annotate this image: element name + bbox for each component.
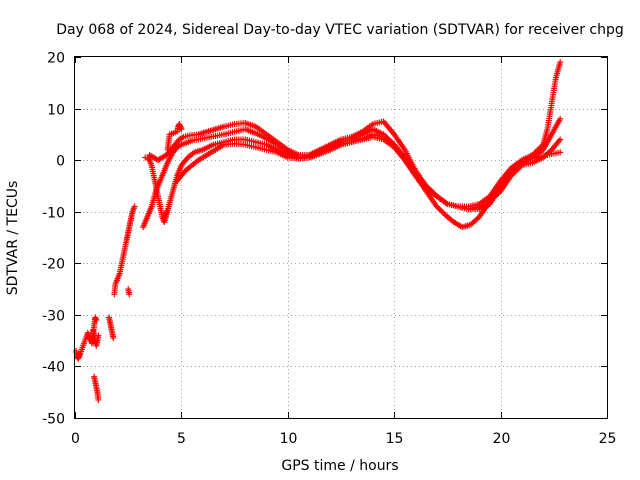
plot-frame: [74, 56, 608, 419]
series-arc-rise: [106, 203, 138, 342]
x-tick-label: 20: [493, 431, 511, 447]
data-point: [557, 59, 564, 66]
y-tick-label: -10: [42, 206, 65, 222]
series-arc-spikes: [125, 121, 185, 298]
x-tick-label: 25: [599, 431, 617, 447]
series-arc-early: [73, 314, 102, 403]
data-point: [131, 203, 138, 210]
y-tick-label: 10: [47, 103, 65, 119]
x-tick-label: 15: [386, 431, 404, 447]
x-tick-label: 5: [177, 431, 186, 447]
x-tick-label: 0: [71, 431, 80, 447]
data-point: [557, 136, 564, 143]
y-tick-label: -40: [42, 360, 65, 376]
y-tick-label: -30: [42, 309, 65, 325]
y-tick-label: 20: [47, 51, 65, 67]
data-point: [163, 208, 170, 215]
axis-ticks: 0 5 10 15 20 25 -50 -40 -30 -20 -10 0 10 20: [42, 51, 616, 448]
data-point: [145, 155, 152, 162]
data-point: [557, 115, 564, 122]
y-tick-label: -20: [42, 257, 65, 273]
y-tick-label: 0: [56, 154, 65, 170]
data-point: [93, 317, 100, 324]
x-tick-label: 10: [280, 431, 298, 447]
data-point: [557, 149, 564, 156]
grid: [75, 57, 607, 418]
chart-title: Day 068 of 2024, Sidereal Day-to-day VTE…: [56, 22, 624, 38]
data-point: [110, 335, 117, 342]
data-point: [95, 396, 102, 403]
data-point: [95, 332, 102, 339]
data-points: [73, 59, 564, 403]
data-point: [126, 291, 133, 298]
y-axis-label: SDTVAR / TECUs: [5, 181, 21, 296]
data-point: [178, 126, 185, 133]
series-arc-pass-2: [146, 115, 564, 213]
x-axis-label: GPS time / hours: [281, 458, 398, 474]
series-arc-pass-4: [174, 133, 564, 210]
y-tick-label: -50: [42, 412, 65, 428]
